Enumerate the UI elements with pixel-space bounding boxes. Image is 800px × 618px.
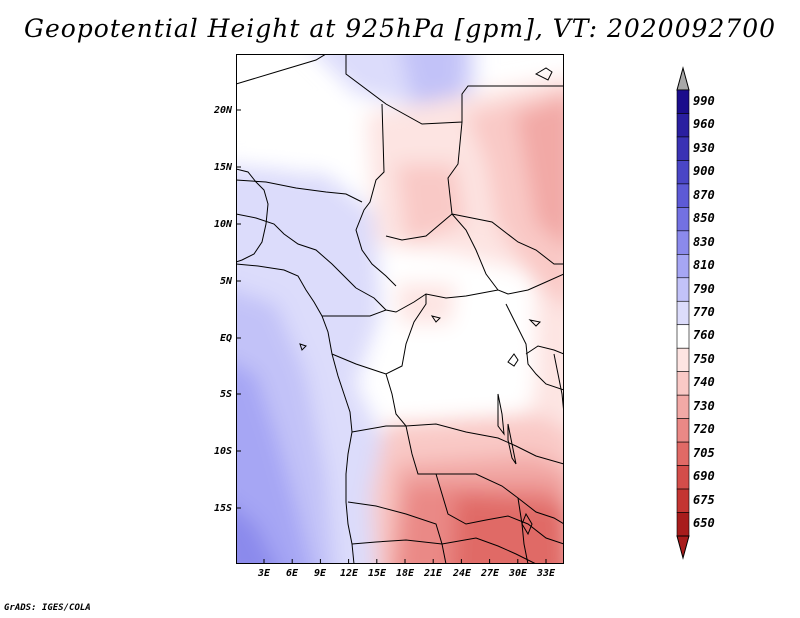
colorbar-level-label: 770: [693, 305, 715, 319]
map-panel: [236, 54, 564, 564]
colorbar-level-label: 740: [693, 375, 715, 390]
colorbar-boxes: [676, 66, 690, 560]
colorbar-box: [676, 160, 690, 185]
map-frame: [236, 54, 564, 564]
colorbar-level-label: 730: [693, 398, 715, 413]
colorbar-box: [676, 89, 690, 114]
colorbar: [676, 66, 690, 560]
colorbar-level-label: 760: [693, 328, 715, 343]
lon-tick-label: 3E: [257, 568, 271, 579]
colorbar-box: [676, 441, 690, 466]
colorbar-box: [676, 371, 690, 396]
colorbar-box: [676, 347, 690, 372]
colorbar-box: [676, 230, 690, 255]
colorbar-box: [676, 418, 690, 443]
colorbar-level-label: 900: [693, 164, 715, 179]
colorbar-level-label: 720: [693, 422, 715, 437]
colorbar-level-label: 850: [693, 211, 715, 226]
colorbar-box: [676, 512, 690, 537]
lon-tick-label: 9E: [313, 568, 327, 579]
colorbar-level-label: 830: [693, 234, 715, 249]
colorbar-level-label: 675: [693, 492, 715, 507]
lon-tick-label: 33E: [536, 568, 556, 579]
lon-tick-label: 12E: [339, 568, 359, 579]
colorbar-level-label: 650: [693, 516, 715, 531]
lat-tick-label: 10N: [213, 219, 232, 230]
lat-tick-label: 5N: [219, 276, 232, 287]
lon-tick-label: 27E: [480, 568, 500, 579]
colorbar-level-label: 705: [693, 445, 715, 460]
lon-tick-label: 15E: [367, 568, 387, 579]
grads-credit: GrADS: IGES/COLA: [4, 603, 91, 613]
colorbar-box: [676, 136, 690, 161]
colorbar-under-arrow: [676, 535, 690, 560]
lon-tick-label: 6E: [285, 568, 299, 579]
lat-tick-label: EQ: [219, 333, 232, 344]
axis-ticks: [236, 109, 547, 564]
lon-tick-label: 30E: [508, 568, 528, 579]
lon-tick-label: 24E: [452, 568, 472, 579]
colorbar-over-arrow: [676, 66, 690, 91]
colorbar-box: [676, 394, 690, 419]
colorbar-level-label: 870: [693, 187, 715, 202]
lon-tick-label: 21E: [423, 568, 443, 579]
lat-tick-label: 5S: [219, 389, 232, 400]
colorbar-level-label: 810: [693, 258, 715, 273]
height-field-shading: [236, 54, 564, 564]
colorbar-box: [676, 277, 690, 302]
colorbar-level-label: 750: [693, 351, 715, 366]
geopotential-field-map: [236, 54, 564, 564]
lon-tick-label: 18E: [395, 568, 415, 579]
lat-tick-label: 15S: [213, 503, 232, 514]
map-title: Geopotential Height at 925hPa [gpm], VT:…: [23, 14, 777, 43]
country-borders: [236, 54, 564, 564]
colorbar-level-label: 930: [693, 140, 715, 155]
colorbar-box: [676, 324, 690, 349]
colorbar-box: [676, 488, 690, 513]
colorbar-box: [676, 254, 690, 279]
lat-tick-label: 20N: [213, 105, 232, 116]
lat-tick-label: 10S: [213, 446, 232, 457]
colorbar-level-label: 960: [693, 117, 715, 132]
colorbar-box: [676, 465, 690, 490]
colorbar-level-label: 990: [693, 93, 715, 108]
colorbar-level-label: 690: [693, 469, 715, 484]
colorbar-box: [676, 113, 690, 138]
colorbar-box: [676, 300, 690, 326]
lat-tick-label: 15N: [213, 162, 232, 173]
colorbar-box: [676, 183, 690, 208]
colorbar-box: [676, 207, 690, 232]
colorbar-level-label: 790: [693, 281, 715, 296]
